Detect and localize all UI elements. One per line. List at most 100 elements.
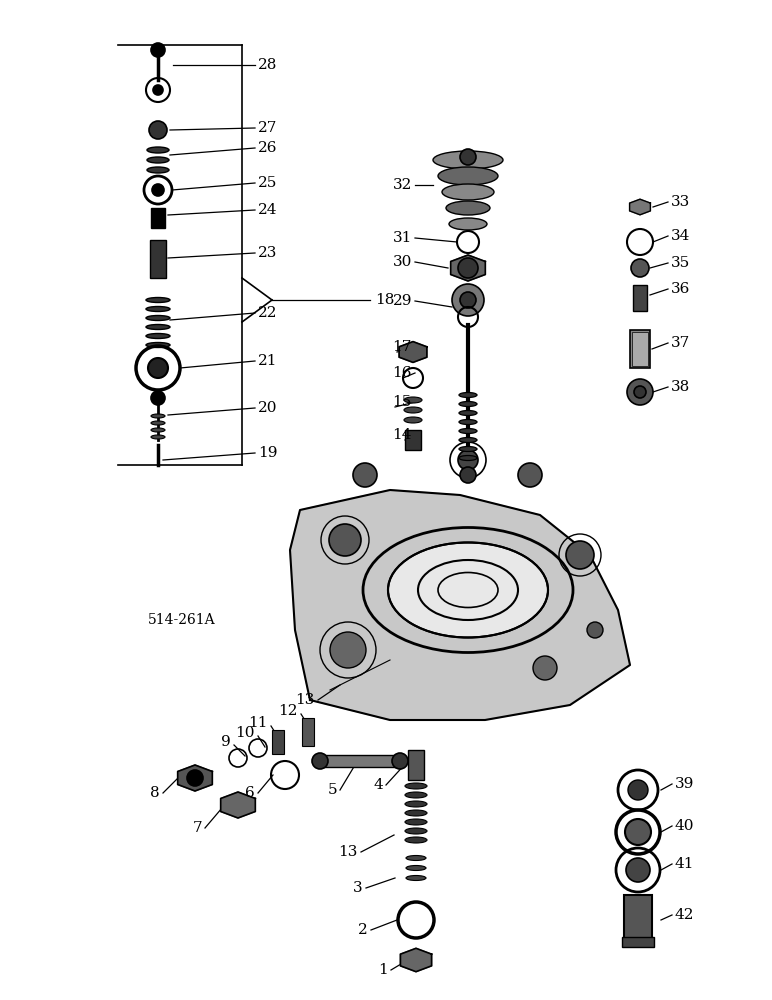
- Ellipse shape: [459, 446, 477, 452]
- Ellipse shape: [438, 167, 498, 185]
- Polygon shape: [178, 765, 212, 791]
- Text: 6: 6: [245, 786, 255, 800]
- Text: 25: 25: [258, 176, 277, 190]
- Text: 38: 38: [671, 380, 690, 394]
- Circle shape: [452, 284, 484, 316]
- Text: 32: 32: [393, 178, 412, 192]
- Circle shape: [312, 753, 328, 769]
- Ellipse shape: [146, 298, 170, 302]
- Text: 514-261A: 514-261A: [148, 613, 215, 627]
- Text: 22: 22: [258, 306, 277, 320]
- Ellipse shape: [405, 828, 427, 834]
- Text: 8: 8: [151, 786, 160, 800]
- Polygon shape: [451, 255, 486, 281]
- Ellipse shape: [147, 147, 169, 153]
- Circle shape: [153, 85, 163, 95]
- Polygon shape: [290, 490, 630, 720]
- Text: 4: 4: [373, 778, 383, 792]
- Ellipse shape: [406, 856, 426, 860]
- Text: 19: 19: [258, 446, 277, 460]
- Bar: [630, 330, 650, 368]
- Bar: [150, 240, 166, 278]
- Circle shape: [625, 819, 651, 845]
- Ellipse shape: [151, 435, 165, 439]
- Ellipse shape: [459, 401, 477, 406]
- Ellipse shape: [147, 167, 169, 173]
- Polygon shape: [401, 948, 432, 972]
- Circle shape: [392, 753, 408, 769]
- Circle shape: [149, 121, 167, 139]
- Text: 42: 42: [675, 908, 695, 922]
- Text: 33: 33: [671, 195, 690, 209]
- Ellipse shape: [459, 410, 477, 416]
- Text: 29: 29: [392, 294, 412, 308]
- Circle shape: [330, 632, 366, 668]
- Text: 36: 36: [671, 282, 690, 296]
- Text: 23: 23: [258, 246, 277, 260]
- Circle shape: [627, 379, 653, 405]
- Ellipse shape: [147, 157, 169, 163]
- Circle shape: [353, 463, 377, 487]
- Circle shape: [151, 391, 165, 405]
- Ellipse shape: [406, 865, 426, 870]
- Text: 27: 27: [258, 121, 277, 135]
- Ellipse shape: [404, 417, 422, 423]
- Bar: [632, 332, 648, 366]
- Ellipse shape: [446, 201, 490, 215]
- Ellipse shape: [405, 792, 427, 798]
- Text: 18: 18: [375, 293, 394, 307]
- Bar: [408, 750, 424, 780]
- Bar: [151, 208, 165, 228]
- Bar: [624, 895, 652, 939]
- Ellipse shape: [404, 407, 422, 413]
- Text: 26: 26: [258, 141, 277, 155]
- Ellipse shape: [433, 151, 503, 169]
- Circle shape: [533, 656, 557, 680]
- Circle shape: [458, 450, 478, 470]
- Text: 13: 13: [339, 845, 358, 859]
- Text: 11: 11: [249, 716, 268, 730]
- Text: 2: 2: [358, 923, 368, 937]
- Ellipse shape: [459, 392, 477, 397]
- Text: 41: 41: [675, 857, 695, 871]
- Ellipse shape: [459, 438, 477, 442]
- Ellipse shape: [151, 421, 165, 425]
- Text: 39: 39: [675, 777, 694, 791]
- Text: 7: 7: [192, 821, 202, 835]
- Ellipse shape: [405, 819, 427, 825]
- Ellipse shape: [405, 801, 427, 807]
- Ellipse shape: [405, 783, 427, 789]
- Ellipse shape: [459, 428, 477, 434]
- Text: 20: 20: [258, 401, 277, 415]
- Bar: [405, 430, 421, 450]
- Circle shape: [460, 292, 476, 308]
- Text: 40: 40: [675, 819, 695, 833]
- Circle shape: [587, 622, 603, 638]
- Text: 1: 1: [378, 963, 388, 977]
- Ellipse shape: [146, 324, 170, 330]
- Text: 31: 31: [393, 231, 412, 245]
- Text: 15: 15: [393, 395, 412, 409]
- Ellipse shape: [406, 876, 426, 880]
- Circle shape: [148, 358, 168, 378]
- Circle shape: [187, 770, 203, 786]
- Text: 14: 14: [392, 428, 412, 442]
- Polygon shape: [630, 199, 650, 215]
- Text: 30: 30: [393, 255, 412, 269]
- Text: 35: 35: [671, 256, 690, 270]
- Circle shape: [628, 780, 648, 800]
- Circle shape: [458, 258, 478, 278]
- Ellipse shape: [151, 414, 165, 418]
- Ellipse shape: [146, 334, 170, 338]
- Polygon shape: [399, 342, 427, 362]
- Ellipse shape: [146, 342, 170, 348]
- Circle shape: [151, 43, 165, 57]
- Text: 9: 9: [222, 735, 231, 749]
- Text: 24: 24: [258, 203, 277, 217]
- Text: 34: 34: [671, 229, 690, 243]
- Circle shape: [566, 541, 594, 569]
- Ellipse shape: [146, 316, 170, 320]
- Bar: [622, 937, 654, 947]
- Ellipse shape: [388, 542, 548, 638]
- Ellipse shape: [404, 397, 422, 403]
